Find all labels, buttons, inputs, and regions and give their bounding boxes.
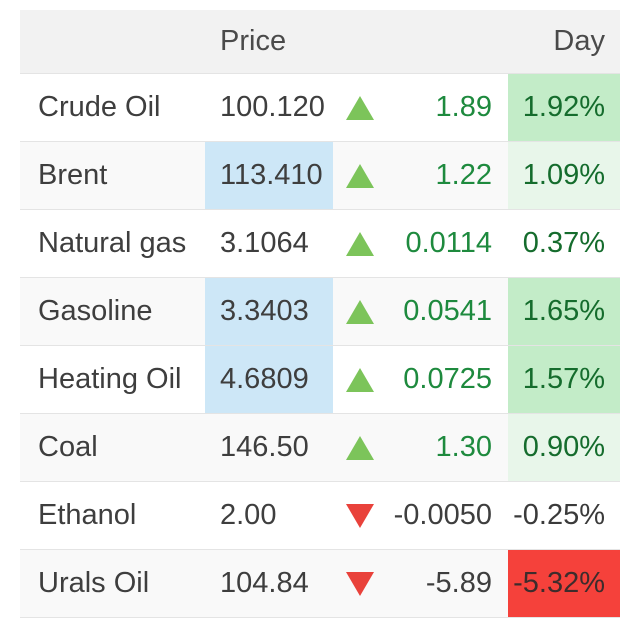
table-row[interactable]: Urals Oil 104.84 -5.89 -5.32% — [20, 549, 620, 617]
table-row[interactable]: Brent 113.410 1.22 1.09% — [20, 141, 620, 209]
day-value: 1.09% — [522, 159, 605, 191]
change-value: 0.0114 — [405, 227, 492, 259]
price-cell: 146.50 — [220, 431, 309, 463]
commodity-name: Ethanol — [38, 499, 137, 531]
day-value: -5.32% — [513, 567, 605, 599]
change-value: 0.0541 — [403, 295, 492, 327]
commodity-name: Crude Oil — [38, 91, 161, 123]
table-row[interactable]: Crude Oil 100.120 1.89 1.92% — [20, 73, 620, 141]
day-cell: 1.92% — [508, 74, 620, 141]
commodity-name: Heating Oil — [38, 363, 182, 395]
commodity-name: Coal — [38, 431, 98, 463]
change-value: 1.30 — [435, 431, 492, 463]
price-cell: 4.6809 — [205, 346, 333, 413]
down-triangle-icon — [346, 571, 374, 596]
day-value: 0.90% — [522, 431, 605, 463]
day-cell: 1.09% — [508, 142, 620, 209]
day-value: 1.57% — [522, 363, 605, 395]
change-cell: 0.0114 — [333, 210, 508, 277]
table-row[interactable]: Ethanol 2.00 -0.0050 -0.25% — [20, 481, 620, 549]
change-value: 1.89 — [435, 91, 492, 123]
up-triangle-icon — [346, 163, 374, 188]
table-row[interactable]: Gasoline 3.3403 0.0541 1.65% — [20, 277, 620, 345]
header-price: Price — [220, 25, 287, 57]
down-triangle-icon — [346, 503, 374, 528]
change-value: 0.0725 — [403, 363, 492, 395]
table-row[interactable]: Coal 146.50 1.30 0.90% — [20, 413, 620, 481]
change-value: -5.89 — [425, 567, 492, 599]
change-cell: 1.89 — [333, 74, 508, 141]
header-day: Day — [553, 25, 605, 57]
price-cell: 2.00 — [220, 499, 277, 531]
day-value: -0.25% — [513, 499, 605, 531]
commodities-table: Price Day Crude Oil 100.120 1.89 1.92% B… — [20, 10, 620, 628]
day-cell: -0.25% — [508, 482, 620, 549]
table-header-row: Price Day — [20, 10, 620, 73]
change-cell: 1.30 — [333, 414, 508, 481]
up-triangle-icon — [346, 435, 374, 460]
day-value: 0.37% — [522, 227, 605, 259]
day-cell: 0.90% — [508, 414, 620, 481]
price-cell: 104.84 — [220, 567, 309, 599]
price-cell: 100.120 — [220, 91, 325, 123]
price-cell: 3.1064 — [220, 227, 309, 259]
day-cell: 1.57% — [508, 346, 620, 413]
up-triangle-icon — [346, 95, 374, 120]
change-cell: -5.89 — [333, 550, 508, 617]
price-cell: 3.3403 — [205, 278, 333, 345]
day-cell: -5.32% — [508, 550, 620, 617]
change-value: 1.22 — [435, 159, 492, 191]
next-row-partial — [20, 617, 620, 628]
day-value: 1.65% — [522, 295, 605, 327]
up-triangle-icon — [346, 231, 374, 256]
table-row[interactable]: Heating Oil 4.6809 0.0725 1.57% — [20, 345, 620, 413]
commodity-name: Natural gas — [38, 227, 187, 259]
day-cell: 1.65% — [508, 278, 620, 345]
price-cell: 113.410 — [205, 142, 333, 209]
table-row[interactable]: Natural gas 3.1064 0.0114 0.37% — [20, 209, 620, 277]
day-cell: 0.37% — [508, 210, 620, 277]
up-triangle-icon — [346, 299, 374, 324]
change-cell: 1.22 — [333, 142, 508, 209]
commodity-name: Gasoline — [38, 295, 153, 327]
change-cell: -0.0050 — [333, 482, 508, 549]
change-value: -0.0050 — [393, 499, 492, 531]
change-cell: 0.0541 — [333, 278, 508, 345]
commodity-name: Brent — [38, 159, 108, 191]
day-value: 1.92% — [522, 91, 605, 123]
up-triangle-icon — [346, 367, 374, 392]
change-cell: 0.0725 — [333, 346, 508, 413]
table-body: Crude Oil 100.120 1.89 1.92% Brent 113.4… — [20, 73, 620, 617]
commodity-name: Urals Oil — [38, 567, 150, 599]
